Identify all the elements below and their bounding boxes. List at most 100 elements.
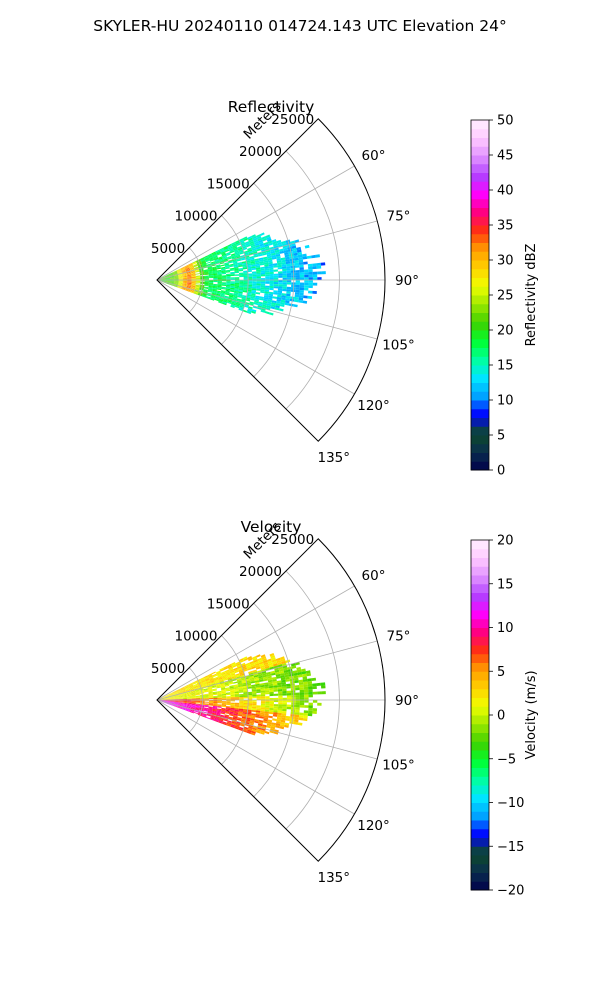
radar-bin xyxy=(226,703,231,706)
radar-bin xyxy=(276,256,281,259)
radar-field xyxy=(157,232,326,316)
radar-bin xyxy=(212,267,217,270)
radar-bin xyxy=(169,281,175,283)
radar-bin xyxy=(276,239,282,244)
radar-bin xyxy=(187,696,192,698)
radar-bin xyxy=(255,715,260,719)
radar-bin xyxy=(239,284,244,287)
radar-bin xyxy=(269,705,274,709)
azimuth-tick-label: 90° xyxy=(395,693,419,709)
radar-bin xyxy=(191,278,196,280)
radar-bin xyxy=(299,689,305,693)
radar-bin xyxy=(298,262,304,266)
radar-bin xyxy=(165,281,170,283)
radar-bin xyxy=(178,280,183,281)
colorbar-band xyxy=(471,653,489,663)
radar-bin xyxy=(307,683,313,687)
radar-bin xyxy=(269,728,275,732)
radar-bin xyxy=(210,715,216,718)
radar-bin xyxy=(213,273,218,276)
radar-bin xyxy=(164,694,169,697)
radar-bin xyxy=(169,698,175,700)
radar-bin xyxy=(269,666,275,670)
radar-bin xyxy=(258,257,264,261)
radar-bin xyxy=(246,681,251,685)
radar-bin xyxy=(230,287,235,290)
radar-bin xyxy=(275,725,280,729)
radar-bin xyxy=(227,301,232,305)
radar-bin xyxy=(204,695,209,697)
radar-bin xyxy=(208,289,213,291)
radar-bin xyxy=(188,262,193,266)
radar-bin xyxy=(187,275,192,277)
radar-bin xyxy=(201,260,206,263)
radar-bin xyxy=(315,254,321,258)
radar-bin xyxy=(222,257,228,260)
radar-bin xyxy=(222,674,227,678)
radar-bin xyxy=(272,681,278,684)
radar-bin xyxy=(178,282,183,284)
radar-bin xyxy=(208,274,214,276)
radar-bin xyxy=(216,672,222,676)
radar-bin xyxy=(245,680,251,683)
radar-bin xyxy=(252,703,257,706)
radar-bin xyxy=(224,669,230,673)
radar-bin xyxy=(312,700,318,703)
radar-bin xyxy=(261,726,267,730)
radar-bin xyxy=(174,281,179,283)
radar-bin xyxy=(295,272,300,276)
radar-bin xyxy=(212,673,217,677)
radar-bin xyxy=(187,701,192,703)
radar-bin xyxy=(233,265,239,268)
radar-bin xyxy=(246,685,252,688)
radar-bin xyxy=(236,257,242,261)
radar-bin xyxy=(248,672,254,676)
radar-bin xyxy=(249,721,255,725)
radar-bin xyxy=(208,272,213,274)
radar-bin xyxy=(276,301,281,304)
radar-bin xyxy=(244,253,250,257)
radar-bin xyxy=(218,300,223,303)
radar-bin xyxy=(247,698,253,700)
radar-bin xyxy=(295,709,300,713)
radar-bin xyxy=(250,259,255,262)
radar-bin xyxy=(294,292,300,295)
radar-bin xyxy=(264,684,269,687)
radar-bin xyxy=(269,652,275,657)
radar-bin xyxy=(255,683,260,687)
radar-bin xyxy=(186,271,191,274)
radar-bin xyxy=(181,707,186,710)
radar-bin xyxy=(239,671,244,675)
radar-bin xyxy=(229,711,235,714)
radar-bin xyxy=(204,701,209,703)
radar-bin xyxy=(218,256,223,259)
azimuth-spoke xyxy=(156,699,355,815)
radar-bin xyxy=(208,693,214,695)
radar-bin xyxy=(239,281,244,284)
radar-bin xyxy=(251,235,257,240)
radar-bin xyxy=(222,302,227,306)
radar-bin xyxy=(168,272,173,275)
radar-bin xyxy=(298,682,304,686)
radar-bin xyxy=(261,670,267,674)
radar-bin xyxy=(264,686,270,689)
azimuth-spoke xyxy=(156,165,355,281)
radar-bin xyxy=(284,256,290,260)
radar-bin xyxy=(169,282,175,284)
radar-bin xyxy=(174,701,179,703)
radar-bin xyxy=(258,675,263,679)
radar-bin xyxy=(189,711,194,714)
radar-bin xyxy=(216,686,221,689)
radar-bin xyxy=(213,701,218,704)
radar-bin xyxy=(252,276,257,279)
radar-bin xyxy=(255,292,261,295)
radar-bin xyxy=(247,704,253,707)
colorbar-label: Velocity (m/s) xyxy=(524,670,539,759)
radar-bin xyxy=(169,694,174,696)
radar-bin xyxy=(182,697,188,699)
radar-bin xyxy=(234,689,239,692)
radar-bin xyxy=(308,710,313,714)
radar-bin xyxy=(249,301,255,305)
radar-bin xyxy=(249,241,255,245)
radar-bin xyxy=(256,270,261,274)
